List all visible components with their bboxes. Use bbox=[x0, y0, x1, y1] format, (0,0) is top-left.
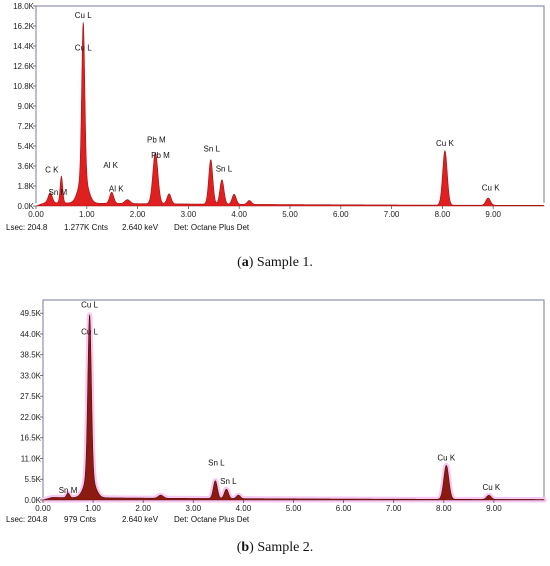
status-lsec: Lsec: 204.8 bbox=[6, 223, 48, 232]
x-tick-label: 7.00 bbox=[386, 504, 402, 513]
y-tick-label: 9.0K bbox=[18, 102, 35, 111]
y-tick-label: 11.0K bbox=[21, 454, 42, 463]
y-tick-label: 0.0K bbox=[25, 496, 42, 505]
peak-label: Cu L bbox=[75, 11, 92, 20]
spectrum-area bbox=[35, 22, 545, 207]
y-tick-label: 5.4K bbox=[18, 142, 35, 151]
peak-label: Al K bbox=[109, 185, 124, 194]
status-lsec: Lsec: 204.8 bbox=[6, 515, 48, 524]
peak-label: Sn M bbox=[59, 486, 78, 495]
x-tick-label: 7.00 bbox=[384, 210, 400, 219]
peak-label: Cu K bbox=[436, 139, 454, 148]
peak-label: Cu K bbox=[482, 183, 500, 192]
status-detector: Det: Octane Plus Det bbox=[174, 223, 250, 232]
peak-label: Cu L bbox=[81, 301, 98, 310]
status-energy: 2.640 keV bbox=[122, 223, 159, 232]
peak-label: Sn L bbox=[220, 477, 237, 486]
x-tick-label: 0.00 bbox=[28, 210, 44, 219]
y-tick-label: 49.5K bbox=[20, 309, 42, 318]
y-tick-label: 22.0K bbox=[20, 413, 42, 422]
plot-frame bbox=[42, 299, 545, 501]
panel-caption: (b) Sample 2. bbox=[237, 540, 314, 555]
x-tick-label: 6.00 bbox=[333, 210, 349, 219]
x-tick-label: 4.00 bbox=[231, 210, 247, 219]
panel-caption: (a) Sample 1. bbox=[237, 255, 313, 270]
x-tick-label: 8.00 bbox=[435, 210, 451, 219]
x-tick-label: 3.00 bbox=[181, 210, 197, 219]
spectrum-panel-b: 0.0K 5.5K 11.0K 16.5K 22.0K 27.5K 33.0K 38.5K 44… bbox=[6, 299, 547, 555]
plot-frame bbox=[35, 5, 545, 207]
peak-label: Pb M bbox=[147, 136, 166, 145]
status-counts: 1.277K Cnts bbox=[64, 223, 108, 232]
x-tick-label: 4.00 bbox=[236, 504, 252, 513]
y-tick-label: 10.8K bbox=[13, 82, 35, 91]
x-tick-label: 3.00 bbox=[186, 504, 202, 513]
y-tick-label: 16.2K bbox=[13, 22, 35, 31]
y-tick-label: 1.8K bbox=[18, 182, 35, 191]
status-energy: 2.640 keV bbox=[122, 515, 159, 524]
y-tick-label: 16.5K bbox=[20, 434, 42, 443]
x-tick-label: 0.00 bbox=[35, 504, 51, 513]
status-detector: Det: Octane Plus Det bbox=[174, 515, 250, 524]
y-tick-label: 33.0K bbox=[20, 371, 42, 380]
y-tick-label: 44.0K bbox=[20, 330, 42, 339]
x-tick-label: 6.00 bbox=[336, 504, 352, 513]
x-tick-label: 1.00 bbox=[85, 504, 101, 513]
peak-label: Sn L bbox=[204, 145, 221, 154]
x-tick-label: 5.00 bbox=[282, 210, 298, 219]
x-tick-label: 2.00 bbox=[135, 504, 151, 513]
x-tick-label: 5.00 bbox=[286, 504, 302, 513]
y-tick-label: 14.4K bbox=[13, 42, 35, 51]
x-tick-label: 9.00 bbox=[486, 504, 502, 513]
x-tick-label: 8.00 bbox=[436, 504, 452, 513]
y-tick-label: 7.2K bbox=[18, 122, 35, 131]
peak-label: Al K bbox=[103, 161, 118, 170]
x-tick-label: 2.00 bbox=[130, 210, 146, 219]
y-tick-label: 38.5K bbox=[20, 351, 42, 360]
peak-label: Cu K bbox=[482, 483, 500, 492]
y-tick-label: 12.6K bbox=[13, 62, 35, 71]
peak-label: C K bbox=[45, 166, 59, 175]
peak-label: Sn L bbox=[208, 458, 225, 467]
peak-label: Sn L bbox=[216, 165, 233, 174]
peak-label: Pb M bbox=[151, 151, 170, 160]
status-counts: 979 Cnts bbox=[64, 515, 96, 524]
y-tick-label: 5.5K bbox=[25, 475, 42, 484]
peak-label: Cu L bbox=[81, 328, 98, 337]
spectrum-panel-a: 0.0K 1.8K 3.6K 5.4K 7.2K 9.0K 10.8K 12.6K 14.4K 1… bbox=[6, 2, 547, 270]
peak-label: Sn M bbox=[49, 188, 68, 197]
y-tick-label: 3.6K bbox=[18, 162, 35, 171]
x-tick-label: 9.00 bbox=[485, 210, 501, 219]
y-tick-label: 18.0K bbox=[13, 2, 35, 11]
y-tick-label: 0.0K bbox=[18, 202, 35, 211]
peak-label: Cu L bbox=[75, 43, 92, 52]
x-tick-label: 1.00 bbox=[79, 210, 95, 219]
peak-label: Cu K bbox=[437, 453, 455, 462]
spectrum-area bbox=[42, 314, 545, 501]
y-tick-label: 27.5K bbox=[20, 392, 42, 401]
